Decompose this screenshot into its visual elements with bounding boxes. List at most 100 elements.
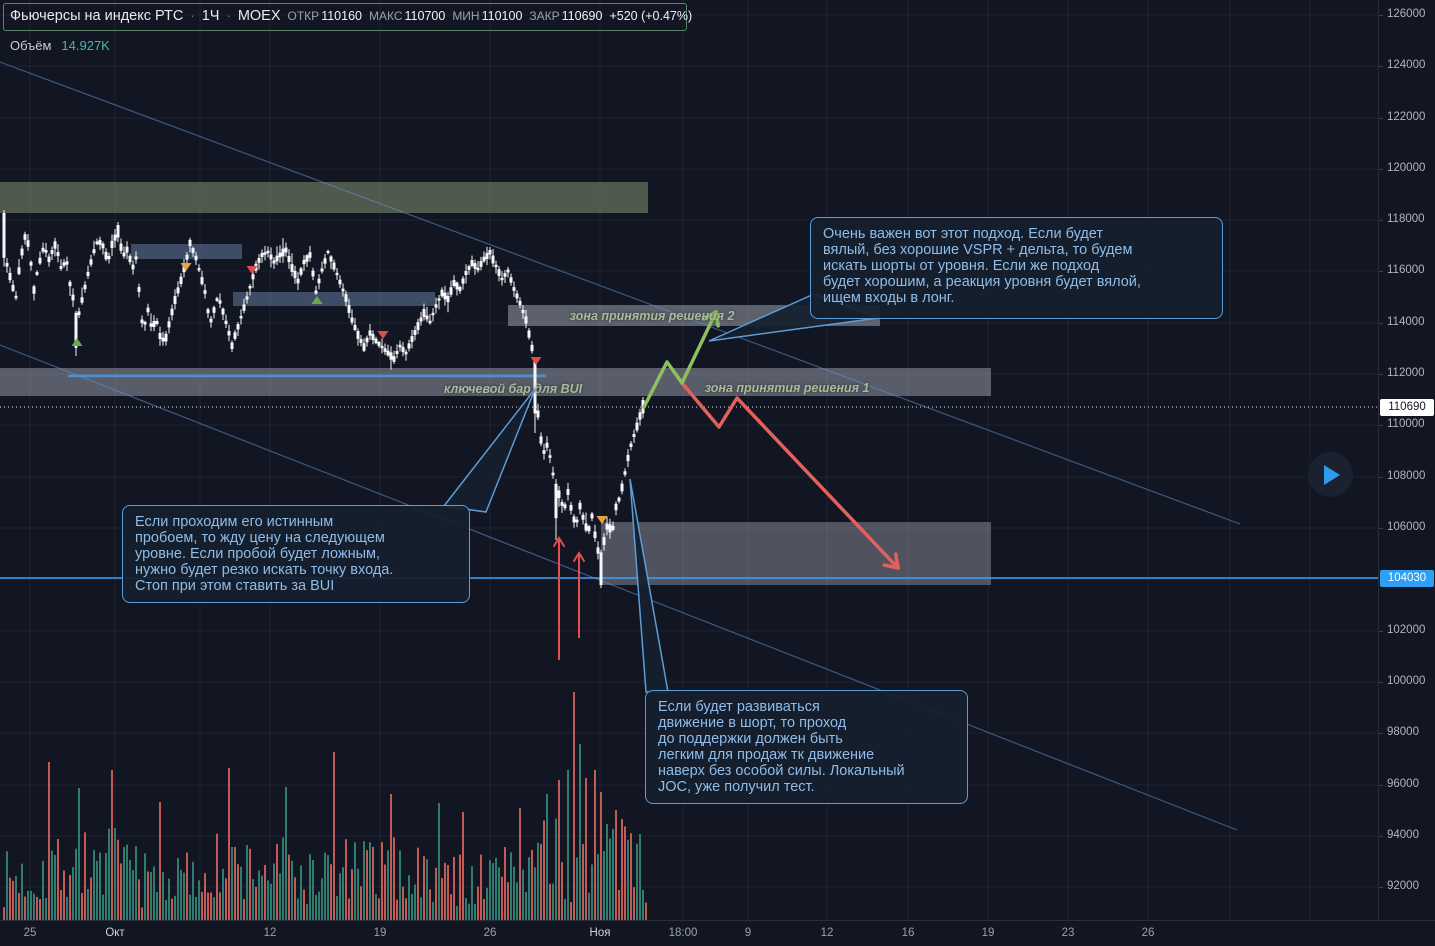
bar-markers [71, 263, 608, 524]
callout-note-approach[interactable]: Очень важен вот этот подход. Если будет в… [810, 217, 1223, 319]
time-tick-label: Ноя [589, 927, 611, 939]
ohlc-low: МИН 110100 [452, 9, 523, 23]
price-tick-mark [1379, 66, 1383, 67]
callout-text-line: нужно будет резко искать точку входа. [135, 562, 394, 578]
callout-text-line: до поддержки должен быть [658, 731, 843, 747]
callout-text-line: Если будет развиваться [658, 699, 820, 715]
price-zones [0, 182, 991, 585]
ohlc-open: ОТКР 110160 [287, 9, 362, 23]
time-tick-label: 16 [901, 927, 915, 939]
level-band-a [131, 244, 242, 259]
volume-bars [3, 692, 647, 920]
time-tick-label: 19 [981, 927, 995, 939]
price-tick-label: 114000 [1387, 316, 1425, 328]
ohlc-high: МАКС 110700 [368, 9, 446, 23]
price-tick-mark [1379, 836, 1383, 837]
volume-legend[interactable]: Объём 14.927K [10, 38, 110, 53]
level-band-b [233, 292, 435, 306]
current-price-label: 110690 [1380, 399, 1434, 416]
price-tick-label: 116000 [1387, 264, 1425, 276]
price-tick-mark [1379, 733, 1383, 734]
symbol-title[interactable]: Фьючерсы на индекс РТС [10, 8, 184, 24]
price-tick-mark [1379, 323, 1383, 324]
price-tick-mark [1379, 785, 1383, 786]
sell-marker [530, 357, 542, 365]
decision-zone-1 [0, 368, 991, 396]
time-axis[interactable]: 25 Окт 12 19 26 Ноя 18:00 9 12 16 19 23 26 [0, 920, 1435, 946]
price-tick-label: 94000 [1387, 829, 1419, 841]
play-icon [1323, 464, 1340, 485]
buy-marker [71, 338, 83, 346]
separator: · [226, 8, 231, 23]
callout-text-line: вялый, без хорошие VSPR + дельта, то буд… [823, 242, 1133, 258]
price-tick-mark [1379, 477, 1383, 478]
symbol-legend[interactable]: Фьючерсы на индекс РТС · 1Ч · MOEX ОТКР … [10, 8, 692, 24]
ohlc-close: ЗАКР 110690 [529, 9, 603, 23]
time-tick-label: 23 [1061, 927, 1075, 939]
interval-label[interactable]: 1Ч [201, 8, 220, 24]
time-tick-label: 19 [373, 927, 387, 939]
price-tick-mark [1379, 15, 1383, 16]
price-tick-mark [1379, 528, 1383, 529]
candlesticks [2, 210, 645, 588]
callout-text-line: движение в шорт, то проход [658, 715, 847, 731]
change-value: +520 (+0.47%) [609, 9, 693, 23]
callout-text-line: ищем входы в лонг. [823, 290, 955, 306]
price-tick-mark [1379, 271, 1383, 272]
callout-text-line: JOC, уже получил тест. [658, 779, 815, 795]
price-tick-mark [1379, 374, 1383, 375]
zone-label-decision-2[interactable]: зона принятия решения 2 [569, 309, 735, 323]
volume-value: 14.927K [61, 38, 110, 53]
price-tick-label: 98000 [1387, 726, 1419, 738]
replay-play-button[interactable] [1308, 452, 1353, 497]
price-tick-label: 118000 [1387, 213, 1425, 225]
price-tick-label: 96000 [1387, 778, 1419, 790]
time-tick-label: 12 [263, 927, 277, 939]
price-tick-mark [1379, 682, 1383, 683]
callout-note-short[interactable]: Если будет развиваться движение в шорт, т… [645, 690, 968, 804]
callout-text-line: искать шорты от уровня. Если же подход [823, 258, 1100, 274]
projection-arrows [642, 310, 900, 570]
callout-text-line: Если проходим его истинным [135, 514, 334, 530]
buy-marker [311, 296, 323, 304]
impulse-up-arrows [553, 536, 585, 660]
price-tick-label: 120000 [1387, 162, 1426, 174]
zone-label-decision-1[interactable]: зона принятия решения 1 [704, 381, 870, 395]
time-tick-label: 9 [744, 927, 752, 939]
callout-text-line: пробоем, то жду цену на следующем [135, 530, 385, 546]
price-tick-label: 124000 [1387, 59, 1426, 71]
callout-note-breakout[interactable]: Если проходим его истинным пробоем, то жд… [122, 505, 470, 603]
support-price-label: 104030 [1380, 570, 1434, 587]
price-tick-mark [1379, 887, 1383, 888]
time-tick-label: Окт [105, 927, 125, 939]
price-tick-label: 108000 [1387, 470, 1426, 482]
price-tick-label: 100000 [1387, 675, 1426, 687]
sell-marker [377, 331, 389, 339]
price-tick-mark [1379, 631, 1383, 632]
price-axis[interactable]: 126000 124000 122000 120000 118000 116000 1140… [1378, 0, 1435, 920]
separator: · [190, 8, 195, 23]
price-tick-label: 102000 [1387, 624, 1426, 636]
sell-marker [596, 516, 608, 524]
zone-label-key-bar[interactable]: ключевой бар для BUI [443, 382, 583, 396]
time-tick-label: 25 [23, 927, 37, 939]
price-tick-mark [1379, 118, 1383, 119]
volume-label: Объём [10, 38, 52, 53]
time-tick-label: 26 [483, 927, 497, 939]
resistance-zone-green [0, 182, 648, 213]
price-tick-mark [1379, 169, 1383, 170]
exchange-label[interactable]: MOEX [237, 8, 281, 24]
callout-text-line: уровне. Если пробой будет ложным, [135, 546, 380, 562]
callout-text-line: Очень важен вот этот подход. Если будет [823, 226, 1104, 242]
time-tick-label: 18:00 [668, 927, 698, 939]
price-tick-mark [1379, 220, 1383, 221]
sell-marker [180, 263, 192, 271]
time-tick-label: 26 [1141, 927, 1155, 939]
trendlines [0, 61, 1241, 831]
callout-pointers [442, 293, 879, 693]
price-tick-label: 126000 [1387, 8, 1426, 20]
price-tick-label: 122000 [1387, 111, 1426, 123]
price-tick-mark [1379, 425, 1383, 426]
time-tick-label: 12 [820, 927, 834, 939]
